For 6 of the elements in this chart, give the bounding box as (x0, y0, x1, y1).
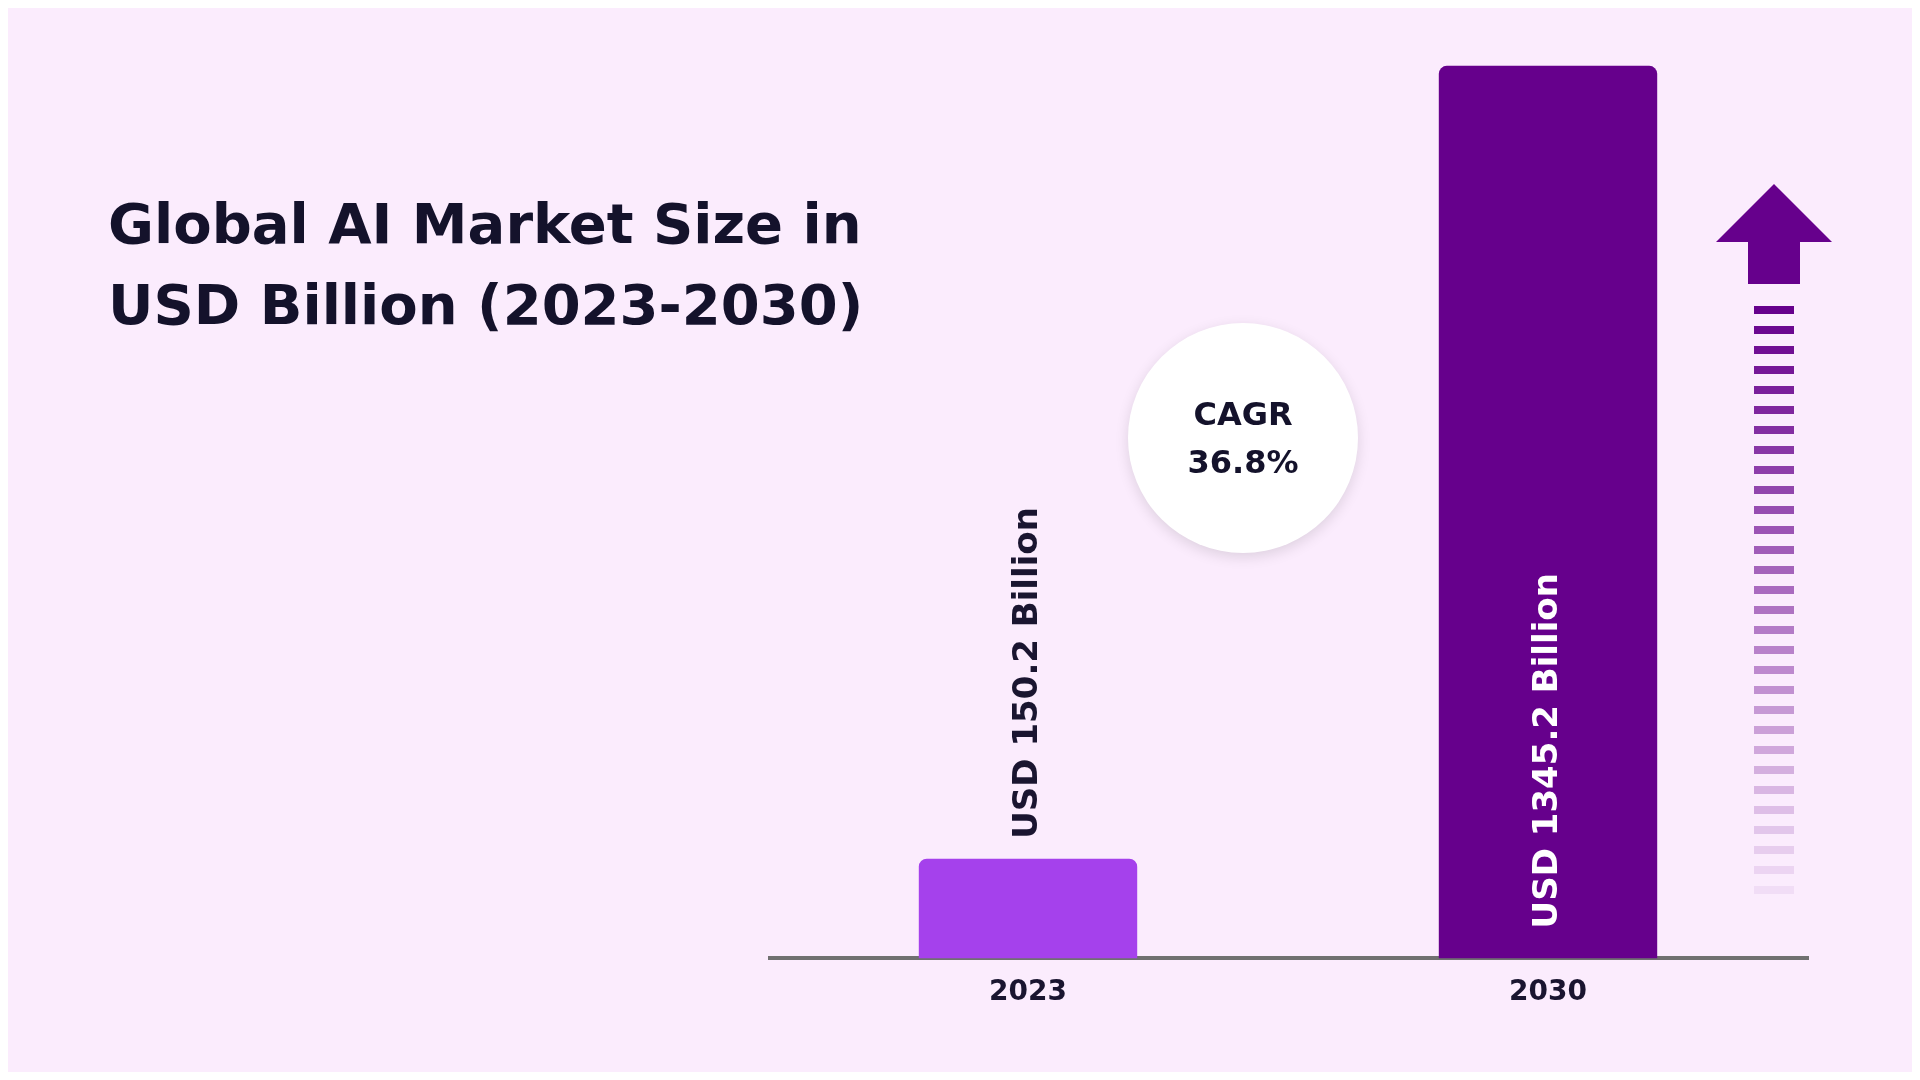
circle-badge: CAGR 36.8% (1128, 323, 1358, 553)
data-label: USD 150.2 Billion (1004, 507, 1045, 839)
x-tick-label: 2023 (989, 974, 1067, 1008)
data-label: USD 1345.2 Billion (1524, 573, 1565, 929)
x-tick-label: 2030 (1509, 974, 1587, 1008)
text: Global AI Market Size in USD Billion (2023-2030) (108, 190, 865, 340)
